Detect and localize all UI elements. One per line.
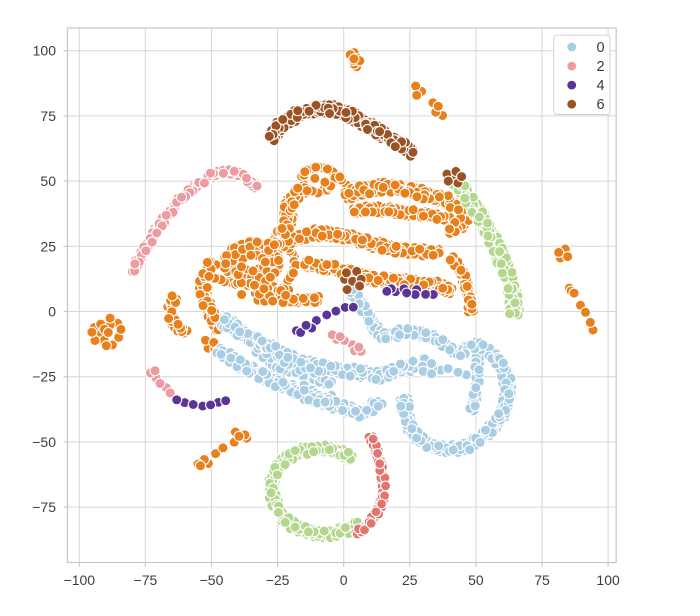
svg-text:−75: −75 [134, 572, 158, 588]
svg-text:−75: −75 [32, 499, 56, 515]
svg-text:−50: −50 [32, 434, 56, 450]
svg-text:2: 2 [596, 59, 604, 75]
svg-text:4: 4 [596, 78, 604, 94]
svg-text:100: 100 [33, 43, 57, 59]
svg-text:75: 75 [40, 108, 56, 124]
svg-text:50: 50 [468, 572, 484, 588]
svg-text:0: 0 [340, 572, 348, 588]
svg-text:6: 6 [596, 97, 604, 113]
svg-text:25: 25 [40, 238, 56, 254]
svg-text:0: 0 [48, 304, 56, 320]
svg-text:25: 25 [402, 572, 418, 588]
svg-text:75: 75 [534, 572, 550, 588]
svg-text:100: 100 [596, 572, 620, 588]
svg-text:0: 0 [596, 40, 604, 56]
svg-text:−100: −100 [64, 572, 96, 588]
svg-text:−25: −25 [32, 369, 56, 385]
svg-text:−50: −50 [200, 572, 224, 588]
svg-text:−25: −25 [266, 572, 290, 588]
svg-text:50: 50 [40, 173, 56, 189]
